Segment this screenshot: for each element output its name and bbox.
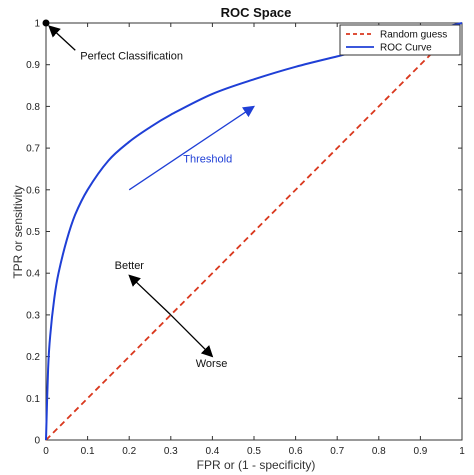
x-tick-label: 0.6 xyxy=(289,446,303,457)
better-arrow xyxy=(128,274,172,316)
legend-label-roc-curve: ROC Curve xyxy=(380,43,432,54)
y-tick-label: 0.4 xyxy=(26,269,40,280)
chart-title: ROC Space xyxy=(221,5,292,20)
annotation-threshold: Threshold xyxy=(183,154,232,166)
legend-box xyxy=(339,24,461,56)
plot-area: 0 0.1 0.2 0.3 0.4 0.5 0.6 0.7 0.8 0.9 1 0 0.1 0.2 0.3 0… xyxy=(26,19,465,458)
x-axis-label: FPR or (1 - specificity) xyxy=(197,458,316,472)
legend-label-random-guess: Random guess xyxy=(380,30,447,41)
worse-arrow xyxy=(170,314,214,358)
x-tick-label: 0.8 xyxy=(372,446,386,457)
x-tick-label: 0.2 xyxy=(122,446,136,457)
y-tick-label: 0.5 xyxy=(26,227,40,238)
series-line-roc-curve xyxy=(45,22,463,441)
annotation-perfect-classification: Perfect Classification xyxy=(80,50,183,62)
y-tick-label: 0.9 xyxy=(26,60,40,71)
y-tick-label: 1 xyxy=(34,19,40,30)
y-tick-label: 0.6 xyxy=(26,185,40,196)
x-tick-label: 1 xyxy=(459,446,465,457)
annotation-better: Better xyxy=(115,260,145,272)
annotation-worse: Worse xyxy=(196,358,228,370)
perfect-classification-marker xyxy=(42,19,50,27)
y-tick-label: 0.3 xyxy=(26,310,40,321)
x-tick-label: 0.1 xyxy=(81,446,95,457)
x-tick-label: 0.4 xyxy=(205,446,219,457)
y-tick-label: 0.7 xyxy=(26,144,40,155)
series-line-random-guess xyxy=(45,22,463,441)
y-axis-label: TPR or sensitivity xyxy=(11,185,25,278)
perfect-classification-arrow xyxy=(48,25,76,51)
y-tick-label: 0.1 xyxy=(26,394,40,405)
x-tick-label: 0.9 xyxy=(413,446,427,457)
x-tick-label: 0 xyxy=(43,446,49,457)
y-tick-label: 0.8 xyxy=(26,102,40,113)
x-tick-label: 0.7 xyxy=(330,446,344,457)
y-tick-label: 0 xyxy=(34,436,40,447)
x-tick-label: 0.5 xyxy=(247,446,261,457)
x-tick-label: 0.3 xyxy=(164,446,178,457)
y-tick-label: 0.2 xyxy=(26,352,40,363)
threshold-arrow xyxy=(128,105,255,191)
